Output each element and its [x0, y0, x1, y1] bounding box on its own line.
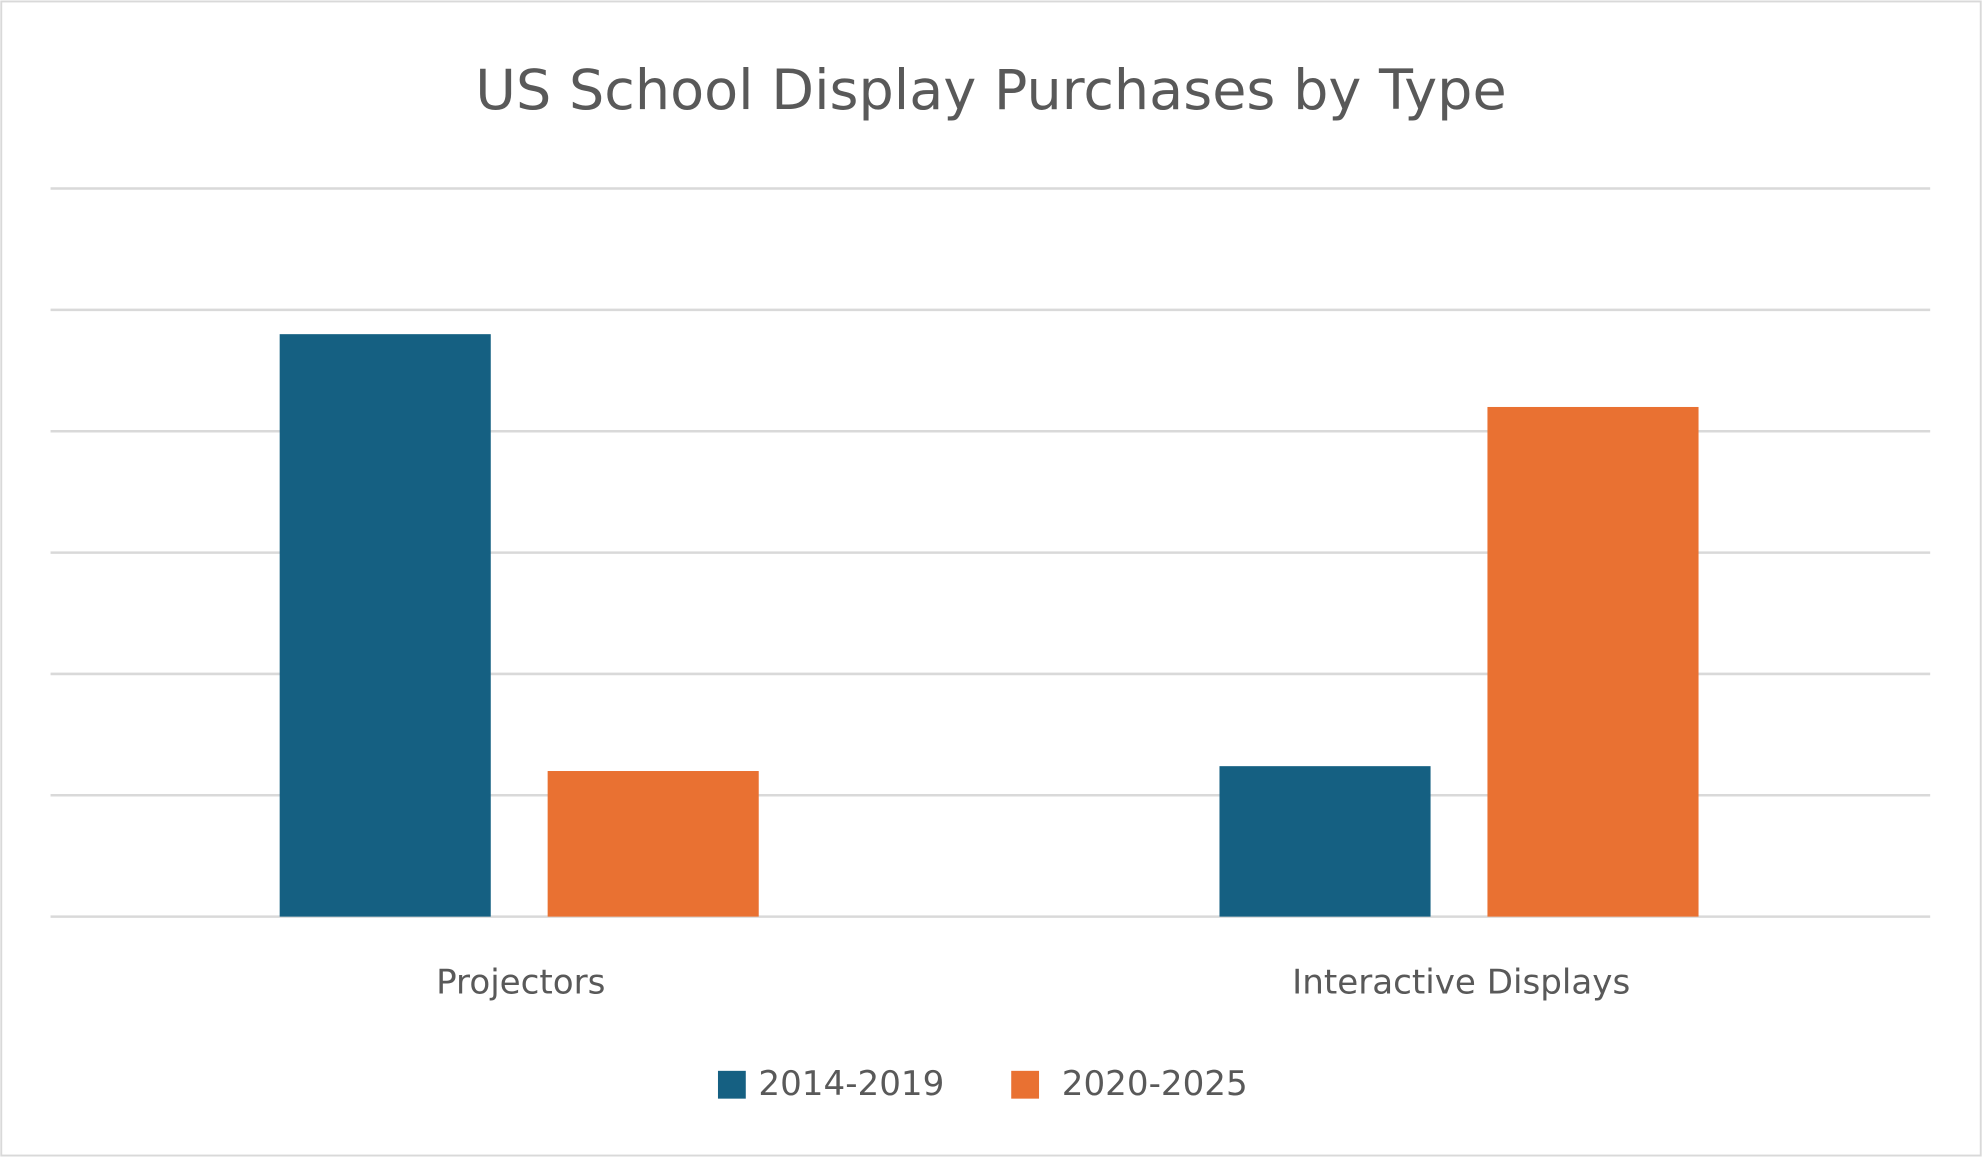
- bars: [279, 334, 1699, 917]
- chart-title: US School Display Purchases by Type: [475, 58, 1506, 123]
- bar-interactive-displays-2014-2019: [1219, 766, 1431, 917]
- legend-label-2020-2025: 2020-2025: [1062, 1064, 1248, 1104]
- category-label-interactive-displays: Interactive Displays: [1292, 963, 1630, 1003]
- legend-swatch-2020-2025: [1011, 1070, 1040, 1099]
- bar-projectors-2014-2019: [279, 334, 491, 917]
- legend-label-2014-2019: 2014-2019: [758, 1064, 944, 1104]
- bar-projectors-2020-2025: [547, 771, 759, 917]
- bar-interactive-displays-2020-2025: [1487, 406, 1699, 917]
- legend-swatch-2014-2019: [717, 1070, 746, 1099]
- legend: 2014-2019 2020-2025: [717, 1064, 1248, 1104]
- category-label-projectors: Projectors: [436, 963, 605, 1003]
